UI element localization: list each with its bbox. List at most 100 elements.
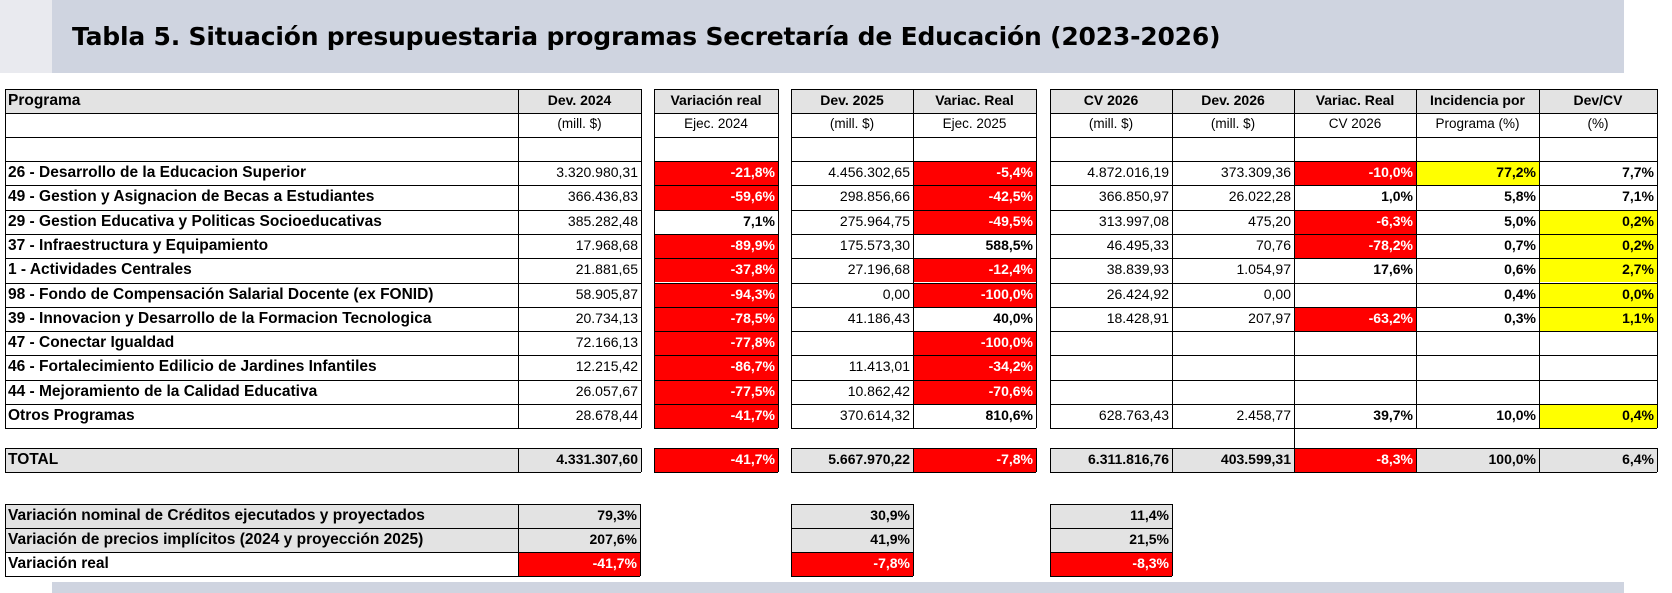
grid-line [5,258,641,260]
table-cell-cv2026: 38.839,93 [1106,261,1169,278]
table-cell-var2025: 40,0% [993,309,1033,326]
table-cell-devcv [1539,355,1657,379]
grid-line [1172,89,1173,429]
table-cell-var2026 [1294,331,1416,355]
column-header-dev2026: Dev. 2026 [1172,89,1294,113]
table-cell-dev2025: 41.186,43 [847,309,910,326]
table-cell-dev2025: 275.964,75 [839,212,910,229]
column-header-dev2024: Dev. 2024 [518,89,641,113]
grid-line [778,448,779,472]
table-cell-incidencia [1416,355,1539,379]
grid-line [1416,448,1417,472]
table-cell-dev2025: 175.573,30 [839,236,910,253]
grid-line [654,137,778,138]
summary-cell-v2026: 11,4% [1050,504,1172,528]
table-cell-dev2026: 373.309,36 [1220,164,1291,180]
grid-line [1050,379,1657,381]
grid-line [654,258,778,260]
grid-line [5,113,641,114]
grid-line [5,355,641,357]
grid-line [1050,448,1051,472]
table-cell-devcv [1539,331,1657,355]
total-label: TOTAL [5,448,518,472]
table-cell-var2026: -78,2% [1294,233,1416,259]
grid-line [5,428,641,430]
total-cell-incidencia: 100,0% [1416,448,1539,472]
page-title: Tabla 5. Situación presupuestaria progra… [72,22,1221,51]
grid-line [5,331,641,333]
grid-line [5,89,641,90]
table-cell-incidencia: 0,6% [1504,261,1536,278]
grid-line [5,282,641,284]
grid-line [5,576,640,577]
table-cell-cv2026 [1050,355,1172,379]
grid-line [641,448,642,472]
table-cell-incidencia: 0,7% [1504,236,1536,253]
table-cell-cv2026: 628.763,43 [1098,407,1169,423]
summary-cell-v2025: 30,9% [791,504,913,528]
grid-line [791,428,1036,430]
table-cell-dev2024: 26.057,67 [575,382,638,399]
column-subheader-var2026: CV 2026 [1328,116,1382,131]
column-header-incidencia: Incidencia por [1416,89,1539,113]
table-cell-cv2026 [1050,380,1172,404]
grid-line [1416,89,1417,429]
column-subheader-dev2026: (mill. $) [1210,116,1256,131]
grid-line [1050,258,1657,260]
grid-line [1050,306,1657,308]
table-cell-dev2025: 4.456.302,65 [828,164,910,180]
table-cell-dev2026: 207,97 [1248,309,1291,326]
grid-line [1172,504,1173,576]
total-cell-dev2026: 403.599,31 [1172,448,1294,472]
total-cell-dev2024: 4.331.307,60 [518,448,641,472]
summary-cell-v2026: -8,3% [1050,552,1172,576]
table-cell-dev2025: 10.862,42 [847,382,910,399]
grid-line [5,185,641,187]
row-label: 47 - Conectar Igualdad [8,334,175,352]
grid-line [1539,448,1540,472]
row-label: 1 - Actividades Centrales [8,261,192,279]
table-cell-dev2024: 72.166,13 [575,334,638,351]
left-band [0,0,52,73]
grid-line [5,379,641,381]
row-label: 44 - Mejoramiento de la Calidad Educativ… [8,382,318,400]
table-cell-cv2026: 26.424,92 [1106,285,1169,302]
table-cell-dev2025: 27.196,68 [847,261,910,278]
table-cell-dev2026: 475,20 [1248,212,1291,229]
grid-line [1539,89,1540,429]
table-cell-dev2025: 11.413,01 [848,358,910,375]
table-cell-dev2024: 17.968,68 [575,236,638,253]
total-cell-var2026: -8,3% [1294,448,1416,472]
grid-line [1050,504,1051,576]
table-cell-dev2025 [791,331,913,355]
table-cell-devcv: 0,2% [1539,233,1657,259]
table-cell-var2026: 1,0% [1381,188,1413,205]
table-cell-var2025: -100,0% [913,331,1036,356]
table-cell-incidencia [1416,331,1539,355]
grid-line [5,404,641,405]
table-cell-dev2024: 20.734,13 [575,309,638,326]
total-cell-cv2026: 6.311.816,76 [1050,448,1172,472]
column-subheader-dev2025: (mill. $) [829,116,875,131]
table-cell-dev2026: 0,00 [1263,285,1291,302]
table-cell-var2024: -21,8% [654,161,778,186]
summary-label: Variación real [8,555,109,572]
row-label: 37 - Infraestructura y Equipamiento [8,236,269,254]
table-cell-dev2024: 28.678,44 [575,407,638,423]
column-subheader-dev2024: (mill. $) [557,116,602,131]
table-cell-incidencia: 10,0% [1496,407,1536,423]
grid-line [1050,331,1657,333]
grid-line [654,89,778,90]
grid-line [654,428,778,430]
table-cell-var2026: -63,2% [1294,306,1416,332]
grid-line [518,448,519,472]
row-label: Otros Programas [8,407,135,424]
grid-line [5,209,641,211]
grid-line [654,306,778,308]
grid-line [791,504,792,576]
summary-label: Variación de precios implícitos (2024 y … [5,528,518,552]
table-cell-var2026: 39,7% [1373,407,1413,423]
table-cell-devcv: 0,0% [1539,282,1657,307]
table-cell-dev2026 [1172,331,1294,355]
table-cell-devcv: 0,4% [1539,404,1657,429]
